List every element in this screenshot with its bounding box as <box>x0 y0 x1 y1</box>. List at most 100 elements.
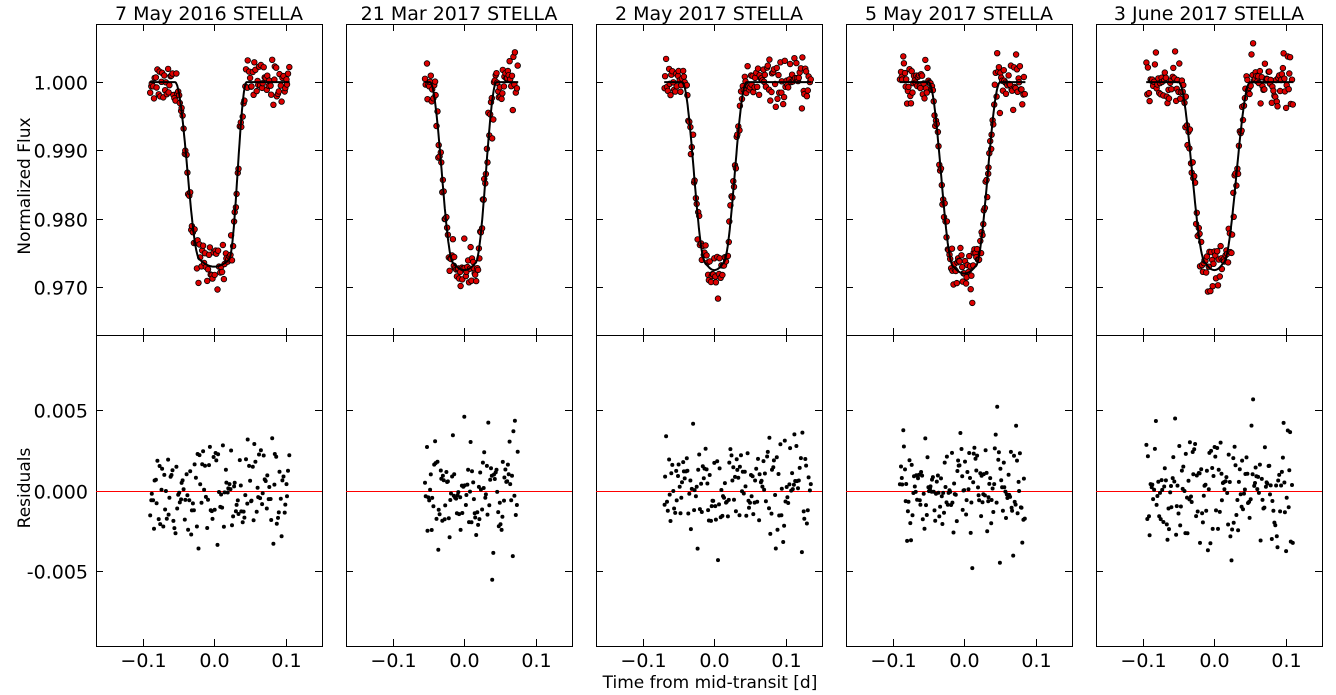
residual-point <box>1198 540 1202 545</box>
residual-point <box>1216 526 1220 531</box>
residual-point <box>231 514 236 519</box>
residual-point <box>801 509 806 514</box>
residual-point <box>996 450 1001 455</box>
flux-point <box>1161 69 1168 76</box>
flux-point <box>473 277 480 285</box>
flux-point <box>273 64 280 71</box>
residual-point <box>742 469 747 474</box>
residual-point <box>968 530 973 535</box>
residual-point <box>673 510 678 515</box>
x-tick-label: 0.0 <box>699 650 729 672</box>
residual-point <box>456 490 461 495</box>
residual-point <box>502 475 507 480</box>
residual-point <box>686 511 691 516</box>
flux-point <box>1016 62 1024 70</box>
residual-point <box>918 502 923 507</box>
flux-point <box>948 245 956 252</box>
residual-point <box>1153 419 1158 423</box>
residual-point <box>1012 453 1016 458</box>
flux-point <box>1286 54 1294 61</box>
residual-point <box>682 476 687 481</box>
flux-axes-frame <box>846 24 1073 336</box>
residual-point <box>497 500 502 505</box>
residual-point <box>1244 455 1249 460</box>
flux-point <box>1021 90 1029 98</box>
residual-point <box>763 499 768 504</box>
residual-point <box>669 471 674 476</box>
flux-point <box>802 68 810 75</box>
residual-point <box>782 523 787 528</box>
residual-point <box>1155 494 1160 498</box>
residual-point <box>428 487 433 492</box>
residual-point <box>1175 483 1180 488</box>
residual-point <box>903 467 907 472</box>
residual-point <box>671 489 676 493</box>
x-tick-label: 0.0 <box>199 650 229 672</box>
residual-point <box>1232 444 1237 449</box>
residual-point <box>438 468 443 473</box>
residual-point <box>174 464 179 469</box>
residual-point <box>930 475 935 480</box>
residual-point <box>1189 494 1193 499</box>
flux-point <box>1165 95 1173 102</box>
residual-point <box>198 482 203 487</box>
residual-point <box>282 510 287 515</box>
residual-point <box>790 471 795 476</box>
flux-point <box>421 75 429 82</box>
residual-point <box>514 503 519 507</box>
residual-point <box>512 418 517 423</box>
residual-point <box>271 541 276 546</box>
bottom-y-axis-label: Residuals <box>15 448 35 529</box>
residual-point <box>233 509 238 514</box>
residual-point <box>992 446 997 451</box>
residual-point <box>1287 468 1292 473</box>
residual-point <box>713 517 718 522</box>
flux-point <box>514 62 521 69</box>
flux-point <box>969 299 976 307</box>
residual-point <box>505 462 510 467</box>
flux-point <box>907 100 915 107</box>
residual-point <box>701 476 706 481</box>
y-tick-label: 0.970 <box>34 278 88 300</box>
residual-point <box>987 481 992 486</box>
residual-point <box>959 447 964 451</box>
residual-point <box>1194 514 1199 519</box>
residual-point <box>177 490 182 495</box>
residual-point <box>265 473 270 478</box>
residual-point <box>796 486 800 491</box>
residual-point <box>1014 423 1019 428</box>
residual-point <box>173 531 178 536</box>
flux-point <box>780 100 787 108</box>
panel-title: 5 May 2017 STELLA <box>865 3 1053 25</box>
transit-model-line <box>1146 81 1294 272</box>
residual-point <box>189 532 194 537</box>
residual-point <box>958 431 963 435</box>
residual-point <box>988 476 993 481</box>
residual-point <box>982 493 987 498</box>
flux-point <box>799 54 806 61</box>
residual-point <box>779 486 784 491</box>
residual-point <box>907 458 912 463</box>
residual-point <box>1219 498 1224 503</box>
flux-point <box>275 88 282 95</box>
residual-point <box>940 522 945 526</box>
residual-point <box>1290 483 1294 487</box>
residual-point <box>996 457 1001 462</box>
residual-point <box>492 477 497 481</box>
residual-point <box>427 498 432 503</box>
flux-point <box>1020 73 1028 81</box>
residual-point <box>1170 476 1175 481</box>
residual-point <box>463 503 468 507</box>
flux-axes-frame <box>596 24 823 336</box>
residual-point <box>156 517 161 522</box>
residual-point <box>935 473 940 478</box>
residual-point <box>257 452 261 457</box>
flux-point <box>764 62 771 69</box>
residual-point <box>163 507 168 512</box>
residual-point <box>775 527 780 532</box>
residual-point <box>1227 480 1232 484</box>
residual-point <box>464 493 469 497</box>
residual-point <box>167 495 172 500</box>
residual-point <box>1001 460 1006 465</box>
residual-point <box>277 469 282 474</box>
